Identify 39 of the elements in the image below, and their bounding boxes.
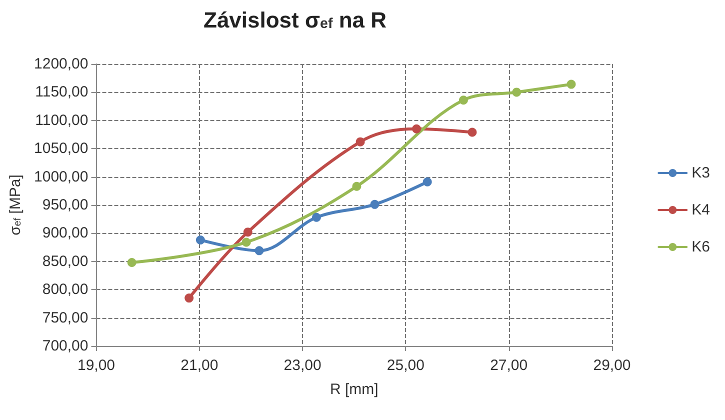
point [184,294,194,303]
point [312,212,321,222]
x-tick-label: 25,00 [386,357,424,374]
x-tick-label: 23,00 [284,357,322,374]
y-axis-title: σef [MPa] [7,174,24,236]
y-tick-label: 700,00 [42,338,88,354]
y-tick-label: 1150,00 [35,84,88,101]
x-tick-label: 19,00 [77,357,116,374]
y-tick-label: 1000,00 [34,168,88,186]
point [352,182,362,191]
point [356,137,365,146]
legend-label: K4 [692,202,710,218]
legend-label: K6 [692,238,710,256]
x-axis-title: R [mm] [330,381,378,398]
point [468,128,477,137]
y-tick-label: 800,00 [42,281,88,298]
point [412,124,422,134]
point [254,246,264,256]
y-tick-label: 750,00 [42,309,88,326]
point [196,235,205,244]
legend-label: K3 [692,164,710,182]
point [370,200,380,209]
y-tick-label: 900,00 [42,224,88,242]
point [242,238,251,247]
y-tick-label: 1050,00 [34,140,88,158]
point [512,88,522,97]
y-tick-label: 950,00 [42,196,88,214]
point [243,228,252,237]
y-tick-label: 850,00 [42,252,88,270]
point [422,177,432,186]
x-tick-label: 29,00 [593,357,631,374]
x-tick-label: 27,00 [490,357,528,374]
point [127,258,136,268]
y-tick-label: 1100,00 [35,112,88,129]
y-tick-label: 1200,00 [34,56,88,72]
point [458,96,468,105]
point [566,80,576,89]
x-tick-label: 21,00 [180,357,218,374]
chart-title: Závislost σef na R [203,8,387,32]
